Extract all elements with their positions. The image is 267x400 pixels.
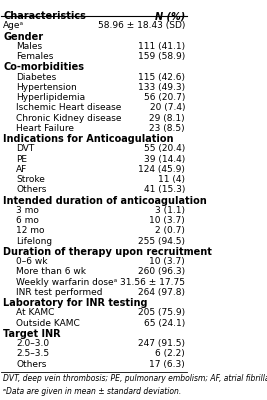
Text: 23 (8.5): 23 (8.5) <box>150 124 185 133</box>
Text: Gender: Gender <box>3 32 43 42</box>
Text: Ischemic Heart disease: Ischemic Heart disease <box>16 104 121 112</box>
Text: Diabetes: Diabetes <box>16 73 57 82</box>
Text: 12 mo: 12 mo <box>16 226 45 236</box>
Text: 2.5–3.5: 2.5–3.5 <box>16 349 49 358</box>
Text: 111 (41.1): 111 (41.1) <box>138 42 185 51</box>
Text: 39 (14.4): 39 (14.4) <box>144 155 185 164</box>
Text: 115 (42.6): 115 (42.6) <box>138 73 185 82</box>
Text: 56 (20.7): 56 (20.7) <box>144 93 185 102</box>
Text: 29 (8.1): 29 (8.1) <box>150 114 185 123</box>
Text: 247 (91.5): 247 (91.5) <box>138 339 185 348</box>
Text: Laboratory for INR testing: Laboratory for INR testing <box>3 298 148 308</box>
Text: 205 (75.9): 205 (75.9) <box>138 308 185 317</box>
Text: 133 (49.3): 133 (49.3) <box>138 83 185 92</box>
Text: 0–6 wk: 0–6 wk <box>16 257 48 266</box>
Text: Ageᵃ: Ageᵃ <box>3 22 24 30</box>
Text: 159 (58.9): 159 (58.9) <box>138 52 185 61</box>
Text: Co-morbidities: Co-morbidities <box>3 62 84 72</box>
Text: INR test performed: INR test performed <box>16 288 103 297</box>
Text: Males: Males <box>16 42 42 51</box>
Text: Chronic Kidney disease: Chronic Kidney disease <box>16 114 122 123</box>
Text: 2 (0.7): 2 (0.7) <box>155 226 185 236</box>
Text: 264 (97.8): 264 (97.8) <box>138 288 185 297</box>
Text: N (%): N (%) <box>155 11 185 21</box>
Text: 17 (6.3): 17 (6.3) <box>149 360 185 368</box>
Text: Hyperlipidemia: Hyperlipidemia <box>16 93 85 102</box>
Text: Others: Others <box>16 360 47 368</box>
Text: 10 (3.7): 10 (3.7) <box>149 216 185 225</box>
Text: 2.0–3.0: 2.0–3.0 <box>16 339 49 348</box>
Text: Females: Females <box>16 52 54 61</box>
Text: Lifelong: Lifelong <box>16 237 52 246</box>
Text: Characteristics: Characteristics <box>3 11 86 21</box>
Text: 124 (45.9): 124 (45.9) <box>138 165 185 174</box>
Text: More than 6 wk: More than 6 wk <box>16 267 86 276</box>
Text: DVT, deep vein thrombosis; PE, pulmonary embolism; AF, atrial fibrillation.: DVT, deep vein thrombosis; PE, pulmonary… <box>3 374 267 383</box>
Text: Weekly warfarin doseᵃ: Weekly warfarin doseᵃ <box>16 278 117 287</box>
Text: 11 (4): 11 (4) <box>158 175 185 184</box>
Text: 31.56 ± 17.75: 31.56 ± 17.75 <box>120 278 185 287</box>
Text: 6 (2.2): 6 (2.2) <box>155 349 185 358</box>
Text: 55 (20.4): 55 (20.4) <box>144 144 185 154</box>
Text: Target INR: Target INR <box>3 329 61 339</box>
Text: 260 (96.3): 260 (96.3) <box>138 267 185 276</box>
Text: 3 mo: 3 mo <box>16 206 39 215</box>
Text: Others: Others <box>16 186 47 194</box>
Text: Outside KAMC: Outside KAMC <box>16 319 80 328</box>
Text: ᵃData are given in mean ± standard deviation.: ᵃData are given in mean ± standard devia… <box>3 387 182 396</box>
Text: 6 mo: 6 mo <box>16 216 39 225</box>
Text: 10 (3.7): 10 (3.7) <box>149 257 185 266</box>
Text: Heart Failure: Heart Failure <box>16 124 74 133</box>
Text: 3 (1.1): 3 (1.1) <box>155 206 185 215</box>
Text: 20 (7.4): 20 (7.4) <box>150 104 185 112</box>
Text: 41 (15.3): 41 (15.3) <box>144 186 185 194</box>
Text: 255 (94.5): 255 (94.5) <box>138 237 185 246</box>
Text: At KAMC: At KAMC <box>16 308 55 317</box>
Text: 65 (24.1): 65 (24.1) <box>144 319 185 328</box>
Text: DVT: DVT <box>16 144 34 154</box>
Text: Hypertension: Hypertension <box>16 83 77 92</box>
Text: Stroke: Stroke <box>16 175 45 184</box>
Text: Indications for Anticoagulation: Indications for Anticoagulation <box>3 134 174 144</box>
Text: Duration of therapy upon recruitment: Duration of therapy upon recruitment <box>3 247 212 257</box>
Text: 58.96 ± 18.43 (SD): 58.96 ± 18.43 (SD) <box>98 22 185 30</box>
Text: AF: AF <box>16 165 28 174</box>
Text: PE: PE <box>16 155 27 164</box>
Text: Intended duration of anticoagulation: Intended duration of anticoagulation <box>3 196 207 206</box>
